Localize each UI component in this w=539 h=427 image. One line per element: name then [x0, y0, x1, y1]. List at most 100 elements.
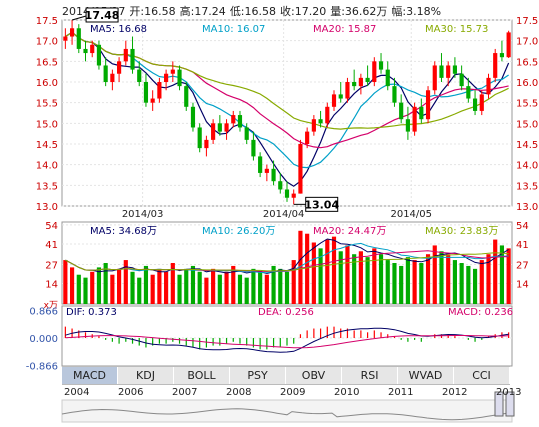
candle-body [117, 61, 122, 74]
candle-body [432, 65, 437, 91]
candle-body [472, 98, 478, 111]
volume-bar [197, 271, 202, 304]
high-pointer [71, 15, 87, 21]
price-ytick-left: 15.5 [36, 99, 58, 110]
quote-change: 幅:3.18% [391, 5, 442, 18]
candle-body [76, 28, 81, 49]
volume-bar [69, 267, 75, 304]
volume-ytick-right: 54 [516, 221, 529, 232]
price-ytick-right: 15.0 [516, 119, 538, 130]
tab-macd[interactable]: MACD [62, 367, 118, 384]
price-legend-item: MA5: 16.68 [90, 24, 147, 35]
candle-body [231, 115, 236, 124]
candle-body [123, 48, 128, 62]
price-ytick-left: 17.0 [36, 37, 58, 48]
price-ytick-right: 17.5 [516, 16, 538, 27]
volume-bar [224, 271, 229, 304]
tab-obv[interactable]: OBV [286, 367, 342, 384]
year-label: 2011 [388, 387, 414, 398]
tab-psy[interactable]: PSY [230, 367, 286, 384]
price-ytick-right: 17.0 [516, 37, 538, 48]
volume-bar [103, 263, 108, 304]
volume-bar [425, 254, 431, 304]
candle-body [96, 44, 102, 66]
volume-ytick-right: 27 [516, 260, 529, 271]
macd-dea-line [65, 335, 509, 349]
volume-bar [298, 230, 303, 304]
year-label: 2007 [172, 387, 198, 398]
volume-bar [217, 274, 222, 304]
price-ytick-right: 15.5 [516, 99, 538, 110]
candle-body [305, 131, 310, 144]
price-ytick-left: 17.5 [36, 16, 58, 27]
volume-bar [170, 263, 175, 304]
volume-bar [466, 265, 471, 304]
volume-bar [157, 268, 162, 304]
volume-bar [63, 260, 68, 304]
price-ytick-right: 16.5 [516, 57, 538, 68]
candle-body [358, 77, 363, 87]
candle-body [224, 123, 229, 132]
candle-body [412, 106, 417, 132]
volume-bar [352, 254, 357, 304]
candle-body [298, 144, 303, 194]
price-ytick-left: 14.5 [36, 140, 58, 151]
candle-body [271, 168, 276, 182]
candle-body [425, 90, 431, 120]
volume-bar [479, 260, 484, 304]
volume-unit: x万 [44, 301, 58, 311]
quote-close: 收:17.20 [280, 5, 327, 18]
candle-body [211, 123, 216, 140]
price-ytick-left: 13.0 [36, 202, 58, 213]
candle-body [164, 73, 169, 82]
tab-rsi[interactable]: RSI [342, 367, 398, 384]
volume-bar [110, 274, 115, 304]
volume-bar [365, 257, 370, 304]
volume-bar [432, 245, 437, 304]
tab-kdj[interactable]: KDJ [118, 367, 174, 384]
year-label: 2004 [64, 387, 90, 398]
candle-body [63, 36, 68, 41]
candle-body [264, 168, 269, 173]
tab-cci[interactable]: CCI [454, 367, 510, 384]
macd-ytick: -0.866 [26, 361, 58, 372]
range-handle-right[interactable] [505, 391, 515, 417]
price-ytick-right: 16.0 [516, 78, 538, 89]
candle-body [345, 82, 350, 99]
volume-bar [399, 265, 404, 304]
volume-bar [506, 248, 511, 304]
candle-body [258, 156, 263, 173]
range-handle-left[interactable] [494, 391, 504, 417]
macd-ytick: 0.000 [29, 334, 58, 345]
volume-bar [419, 263, 424, 304]
candle-body [170, 69, 175, 74]
candle-body [284, 189, 290, 198]
volume-legend-item: MA30: 23.83万 [425, 226, 498, 237]
candle-body [197, 127, 202, 149]
candle-body [103, 65, 108, 82]
candle-body [184, 86, 189, 107]
volume-bar [90, 271, 95, 304]
price-ytick-right: 13.0 [516, 202, 538, 213]
overview-line [61, 408, 513, 421]
volume-bar [305, 233, 310, 304]
candle-body [83, 48, 88, 54]
tab-boll[interactable]: BOLL [174, 367, 230, 384]
candle-body [150, 98, 155, 103]
quote-low: 低:16.58 [229, 5, 277, 18]
volume-bar [385, 260, 390, 304]
candle-body [278, 181, 283, 190]
volume-bar [244, 277, 249, 304]
tab-wvad[interactable]: WVAD [398, 367, 454, 384]
volume-bar [137, 277, 142, 304]
price-ytick-right: 13.5 [516, 181, 538, 192]
volume-bar [405, 257, 410, 304]
volume-legend-item: MA10: 26.20万 [202, 226, 275, 237]
volume-bar [372, 248, 377, 304]
volume-bar [83, 277, 88, 304]
price-legend-item: MA30: 15.73 [425, 24, 488, 35]
volume-ytick-right: 41 [516, 240, 529, 251]
volume-bar [258, 271, 263, 304]
quote-volume: 量:36.62万 [330, 5, 388, 18]
candle-body [90, 44, 95, 54]
